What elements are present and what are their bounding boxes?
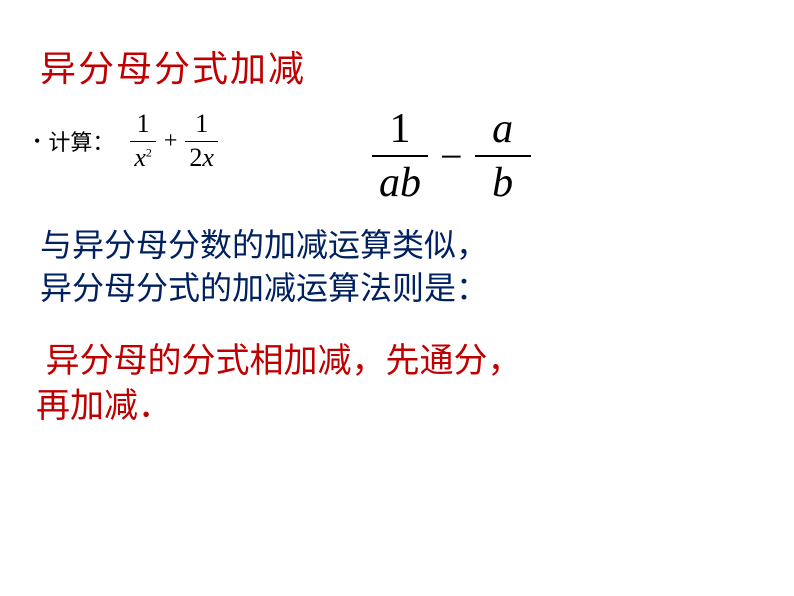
frac1-bar (130, 141, 156, 142)
frac3-den: ab (375, 160, 425, 206)
para1-colon: ： (456, 270, 488, 306)
frac4-den: b (488, 160, 517, 206)
frac2-num: 1 (191, 110, 212, 139)
frac3-num: 1 (386, 106, 415, 152)
frac2-den-var: x (202, 143, 214, 172)
fraction-4: a b (475, 106, 531, 206)
frac3-bar (372, 155, 428, 157)
bullet-dot: • (34, 131, 40, 152)
para2-comma1: ， (351, 342, 385, 380)
fraction-2: 1 2x (185, 110, 218, 172)
frac4-bar (475, 155, 531, 157)
page-title: 异分母分式加减 (40, 40, 754, 92)
frac1-den: x2 (130, 144, 156, 173)
frac4-num: a (488, 106, 517, 152)
para2-part1: 异分母的分式相加减 (45, 342, 351, 380)
paragraph-1: 与异分母分数的加减运算类似， 异分母分式的加减运算法则是： (40, 224, 754, 310)
para1-comma1: ， (456, 227, 488, 263)
op-minus: − (440, 133, 463, 180)
expression-1: 1 x2 + 1 2x (128, 110, 220, 172)
fraction-1: 1 x2 (130, 110, 156, 172)
frac2-den-coef: 2 (189, 143, 202, 172)
calc-label: 计算： (48, 125, 114, 157)
para1-line2: 异分母分式的加减运算法则是 (40, 270, 456, 306)
para2-part2: 先通分 (385, 342, 487, 380)
frac1-den-base: x (134, 143, 146, 172)
frac1-num: 1 (133, 110, 154, 139)
para2-period: ． (138, 387, 172, 425)
frac2-bar (185, 141, 218, 142)
paragraph-2: 异分母的分式相加减，先通分，再加减． (36, 339, 754, 431)
frac2-den: 2x (185, 144, 218, 173)
para1-line1: 与异分母分数的加减运算类似 (40, 227, 456, 263)
op-plus: + (164, 128, 178, 155)
slide: 异分母分式加减 • 计算： 1 x2 + 1 2x 1 (0, 0, 794, 596)
frac1-den-exp: 2 (146, 145, 152, 159)
expression-2: 1 ab − a b (370, 106, 533, 206)
para2-comma2: ， (487, 342, 521, 380)
para2-part3: 再加减 (36, 387, 138, 425)
fraction-3: 1 ab (372, 106, 428, 206)
